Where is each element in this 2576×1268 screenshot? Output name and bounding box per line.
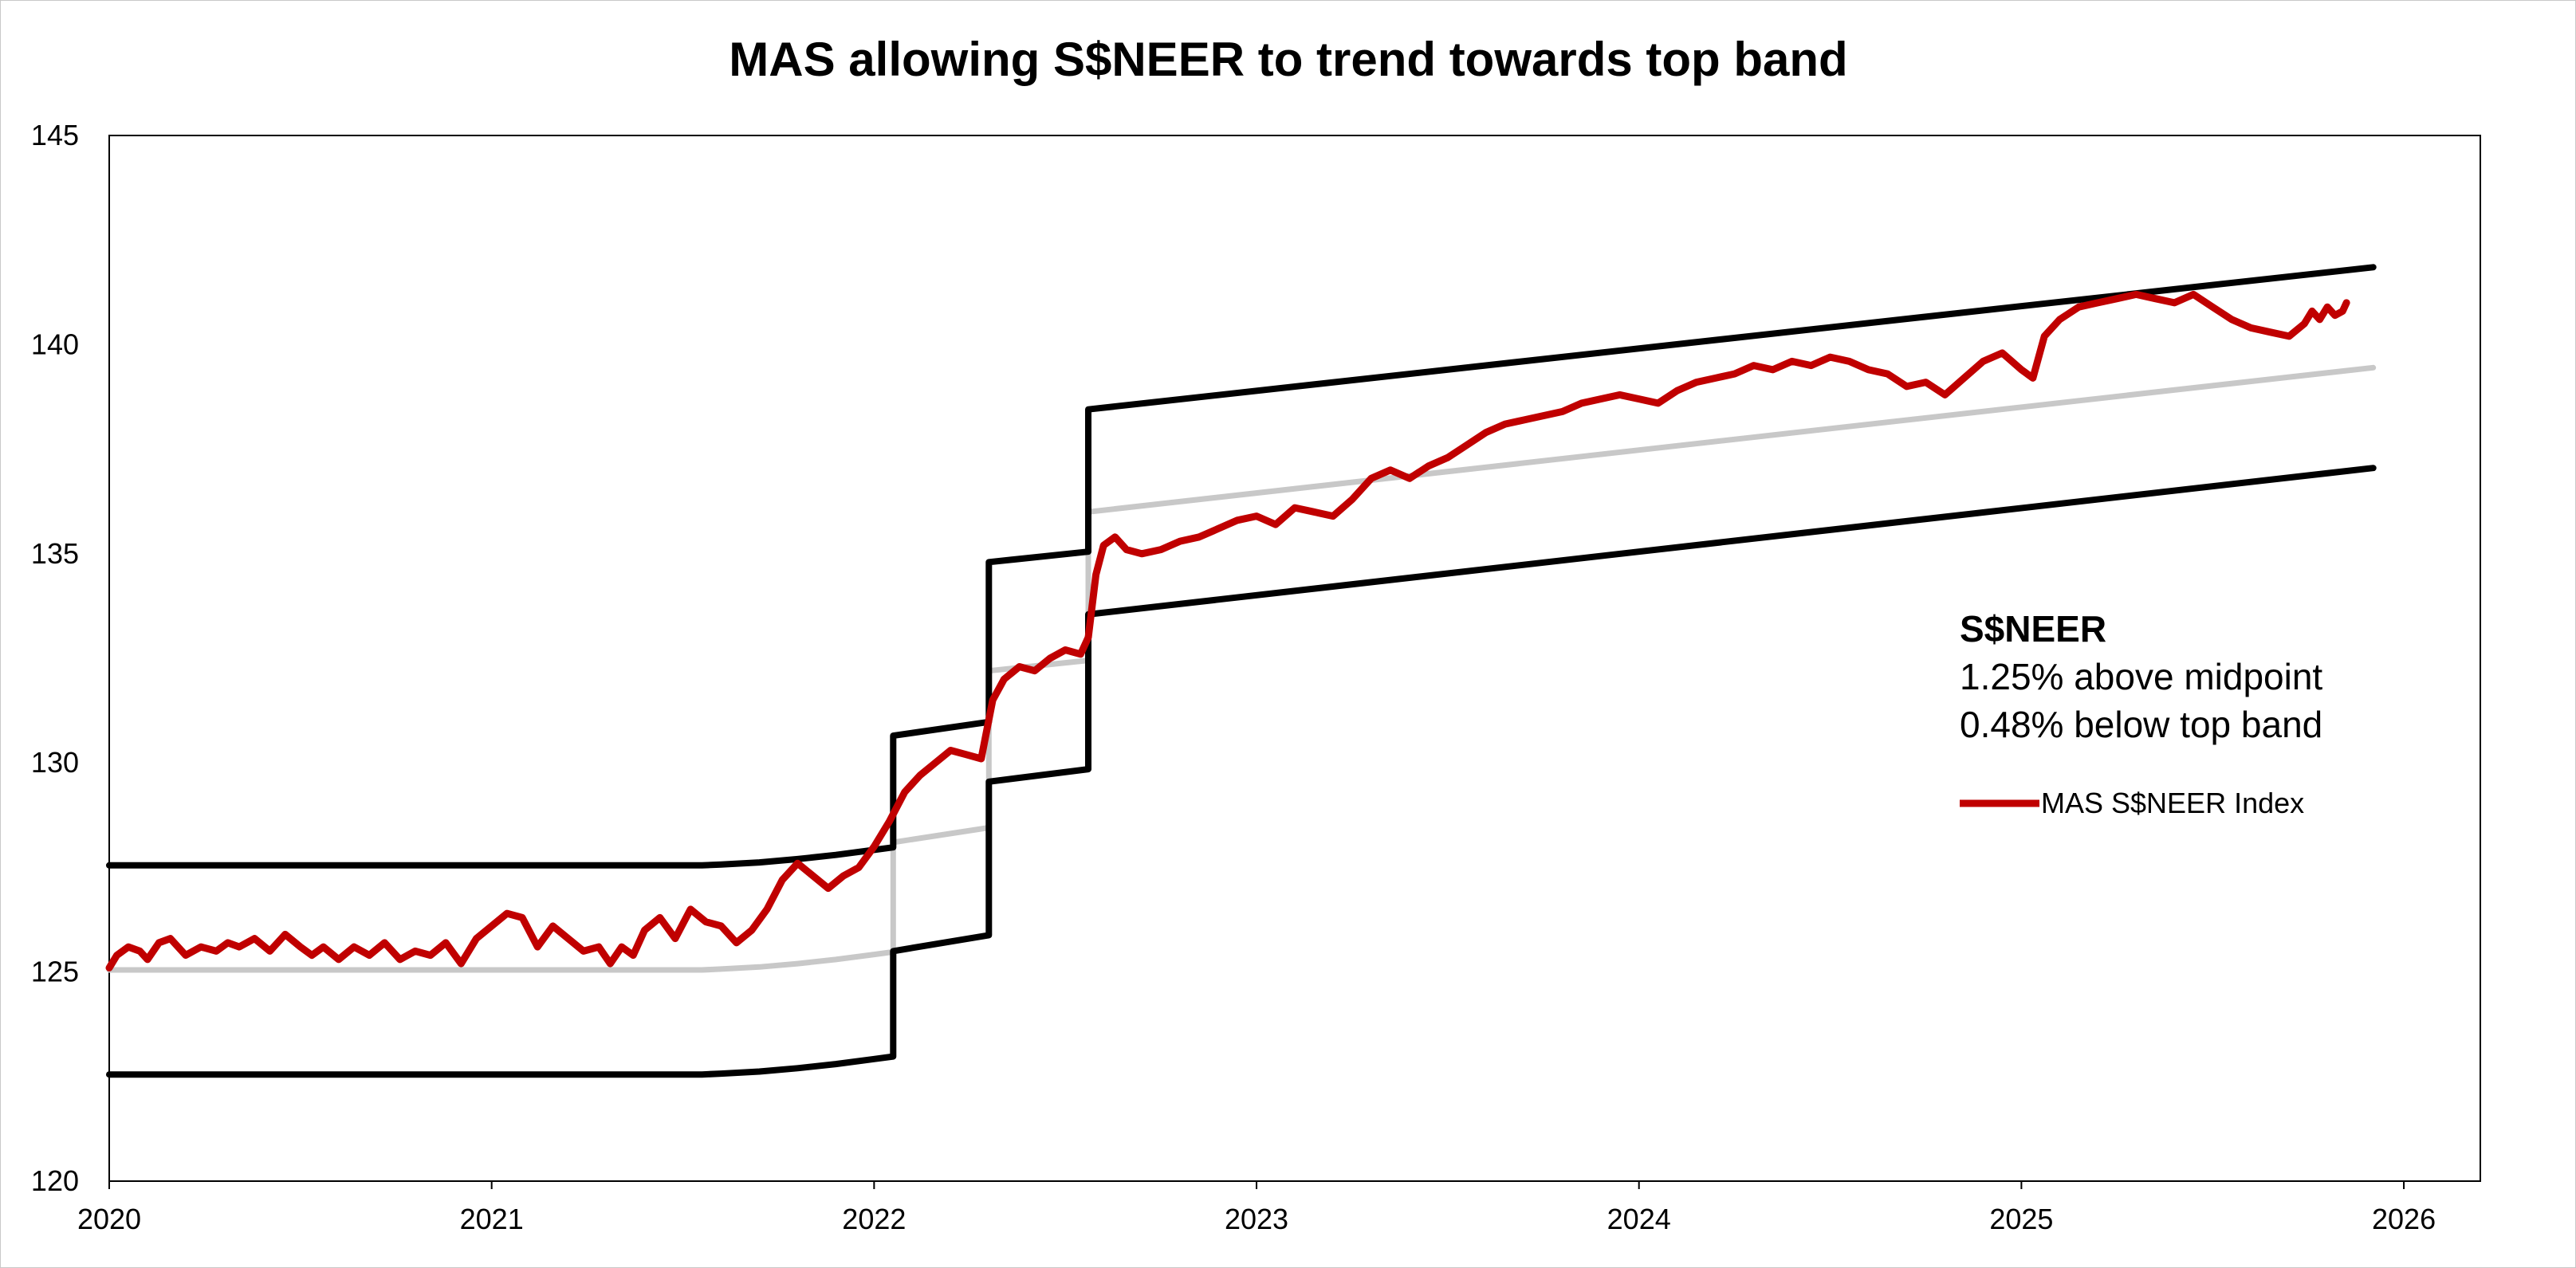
x-tick-label: 2020 [77,1203,141,1235]
plot-area-border [108,135,2481,1182]
x-tick-label: 2024 [1607,1203,1671,1235]
y-tick-label: 120 [31,1164,79,1197]
x-tick-label: 2026 [2372,1203,2436,1235]
legend: MAS S$NEER Index [1960,787,2304,819]
legend-entry: MAS S$NEER Index [2041,787,2304,819]
annotation-line-2: 0.48% below top band [1960,704,2322,745]
y-tick-label: 130 [31,746,79,779]
series-bottom-band-line [106,465,2377,1078]
x-tick-label: 2021 [460,1203,524,1235]
x-tick-label: 2023 [1225,1203,1288,1235]
chart-title: MAS allowing S$NEER to trend towards top… [729,33,1847,86]
series-top-band-line [106,264,2377,869]
series-sneer-index-line [105,290,2350,972]
y-tick-label: 145 [31,119,79,151]
series-layer [105,264,2377,1078]
annotation-line-1: 1.25% above midpoint [1960,656,2322,697]
y-axis-ticks: 120 125 130 135 140 145 [31,119,79,1197]
annotation-heading: S$NEER [1960,608,2106,650]
y-tick-label: 135 [31,537,79,570]
x-axis-ticks: 2020 2021 2022 2023 2024 2025 2026 [77,1181,2436,1235]
series-midpoint-line [106,364,2377,973]
y-tick-label: 140 [31,328,79,360]
x-tick-label: 2022 [842,1203,906,1235]
x-tick-label: 2025 [1989,1203,2053,1235]
y-tick-label: 125 [31,956,79,988]
annotation: S$NEER 1.25% above midpoint 0.48% below … [1960,608,2322,745]
